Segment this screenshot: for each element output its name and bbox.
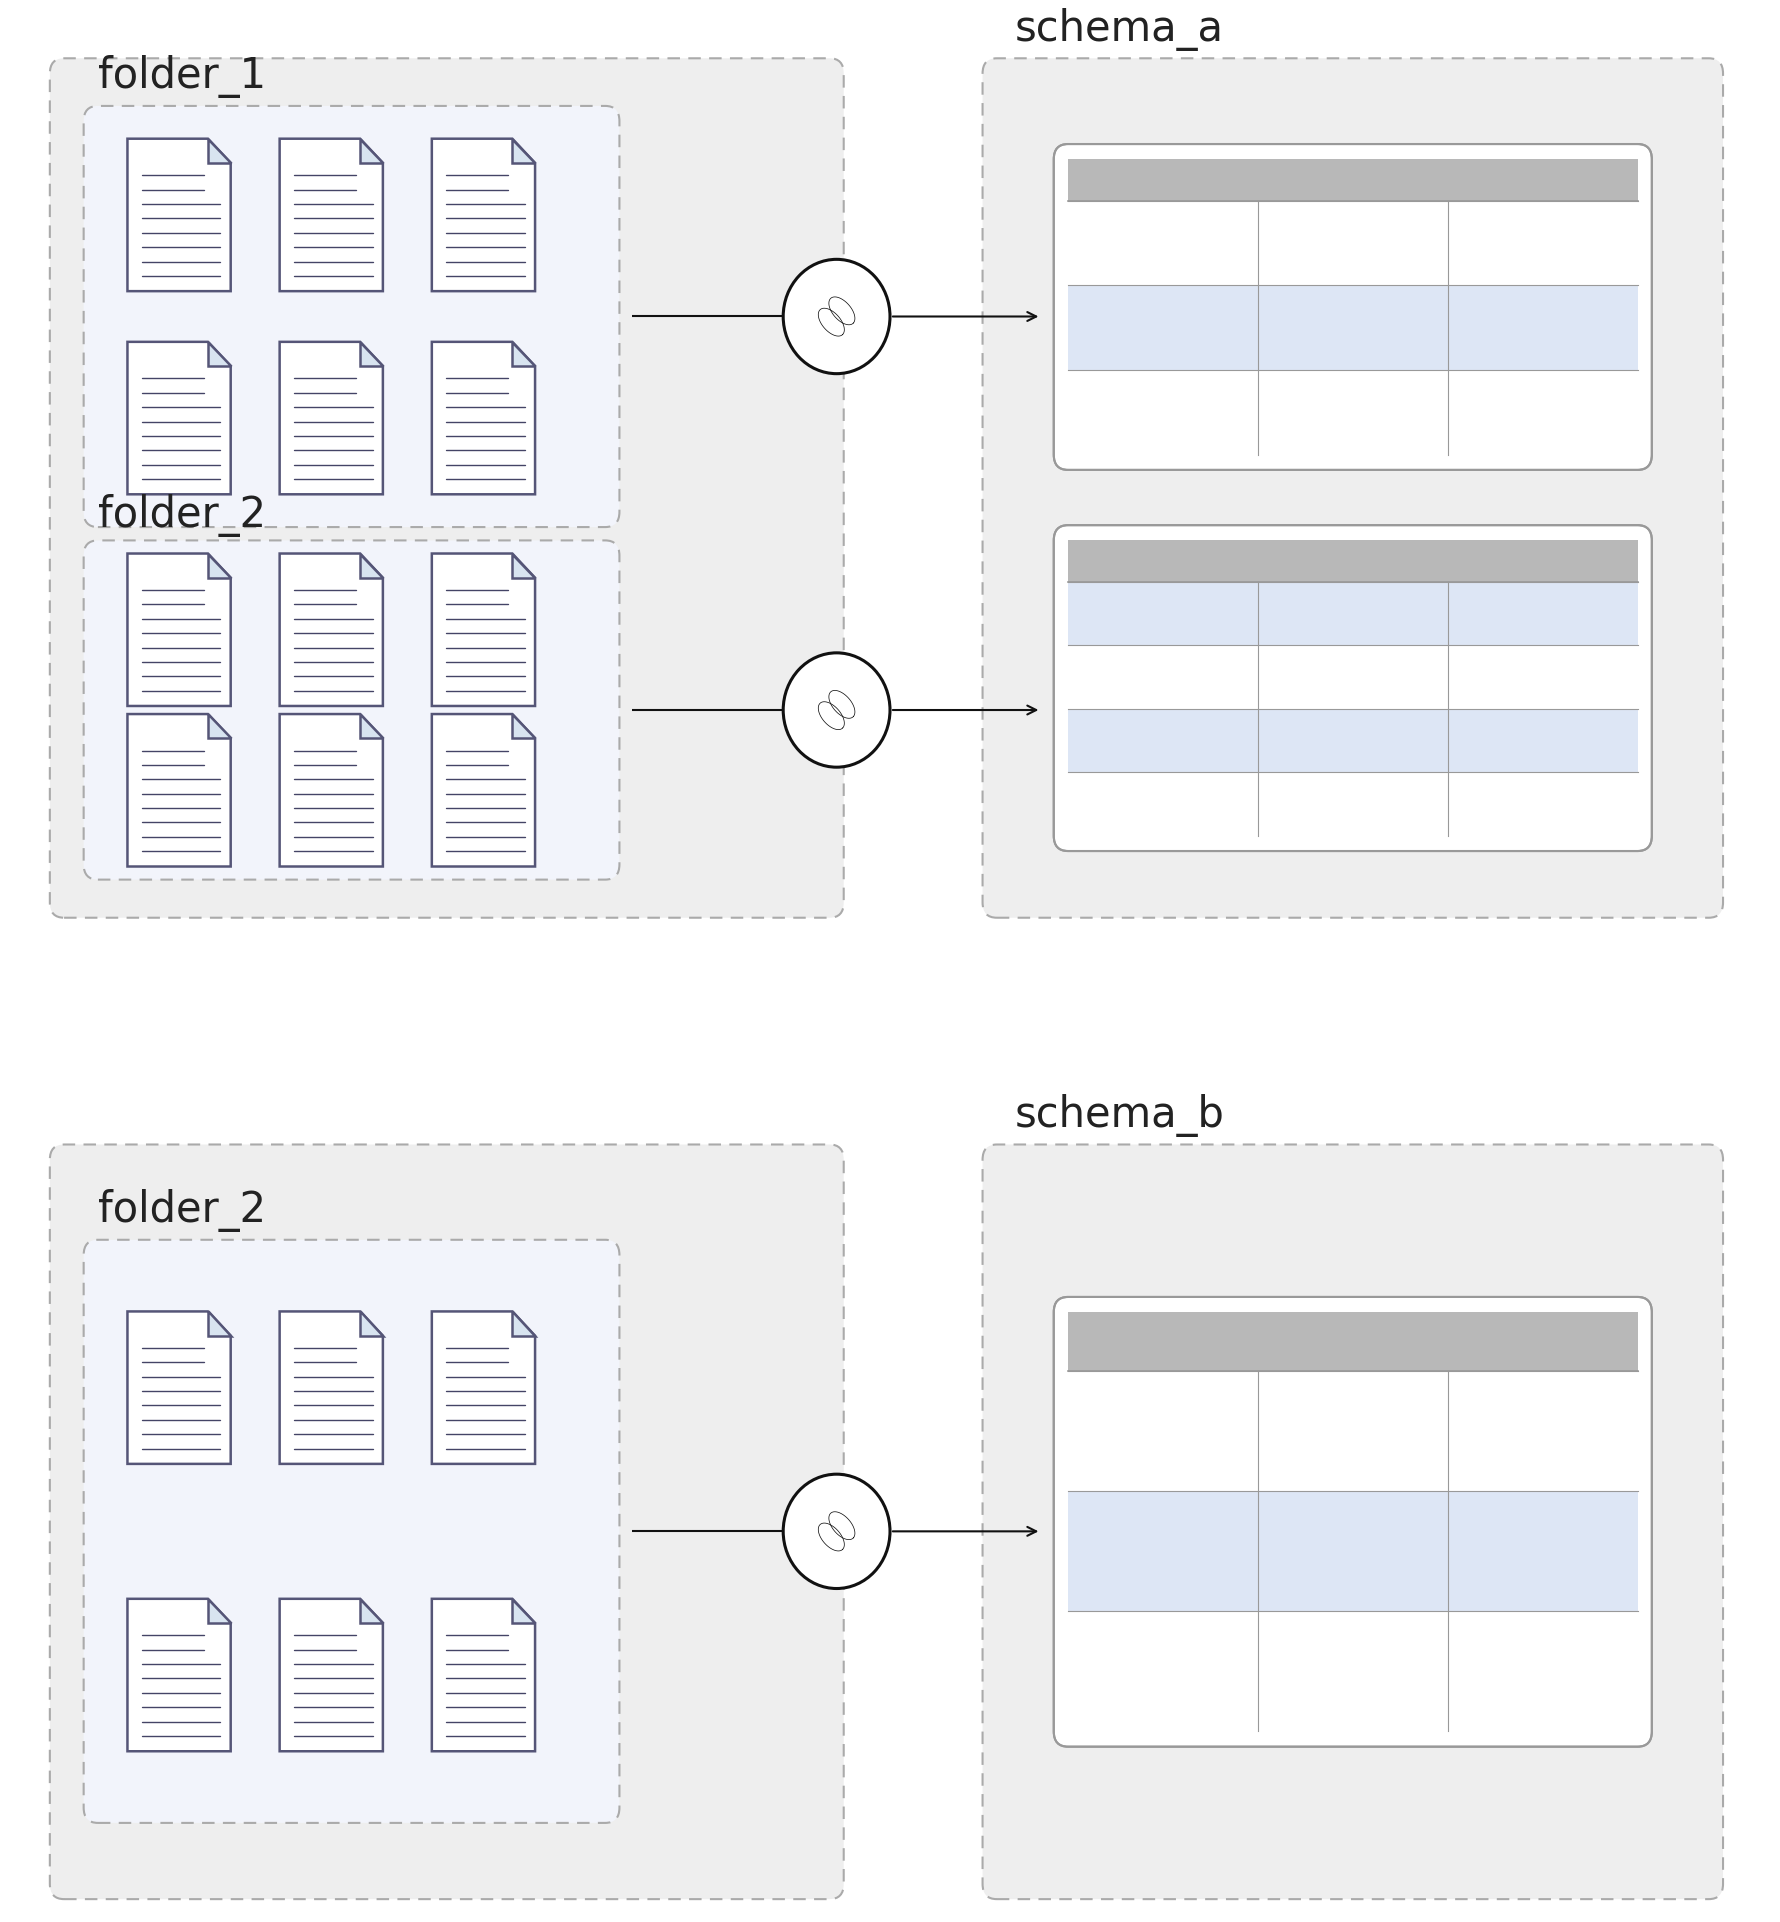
Polygon shape [208, 1599, 231, 1622]
FancyBboxPatch shape [1054, 144, 1652, 469]
Polygon shape [208, 342, 231, 367]
Bar [1068, 646, 1638, 709]
Polygon shape [360, 138, 383, 163]
Polygon shape [208, 138, 231, 163]
Polygon shape [360, 1599, 383, 1622]
Text: folder_2: folder_2 [98, 1190, 265, 1232]
Polygon shape [208, 715, 231, 738]
Bar [1068, 1611, 1638, 1732]
Polygon shape [360, 554, 383, 579]
FancyBboxPatch shape [84, 106, 619, 527]
FancyBboxPatch shape [84, 540, 619, 880]
FancyBboxPatch shape [50, 58, 844, 917]
FancyBboxPatch shape [983, 1144, 1723, 1899]
Circle shape [783, 653, 890, 767]
Text: folder_1: folder_1 [98, 56, 265, 98]
Polygon shape [360, 342, 383, 367]
Text: schema_b: schema_b [1015, 1094, 1225, 1138]
Bar [1068, 773, 1638, 836]
Polygon shape [513, 1599, 536, 1622]
FancyBboxPatch shape [50, 1144, 844, 1899]
Circle shape [783, 259, 890, 373]
Polygon shape [128, 1599, 231, 1751]
Polygon shape [433, 1311, 536, 1465]
Polygon shape [433, 715, 536, 867]
Text: folder_2: folder_2 [98, 494, 265, 536]
Circle shape [783, 1474, 890, 1588]
Polygon shape [513, 342, 536, 367]
Polygon shape [433, 342, 536, 494]
Bar [1068, 1313, 1638, 1370]
Polygon shape [513, 1311, 536, 1336]
Polygon shape [208, 554, 231, 579]
Bar [1068, 369, 1638, 456]
Bar [1068, 540, 1638, 582]
Polygon shape [128, 342, 231, 494]
Bar [1068, 284, 1638, 369]
Polygon shape [360, 715, 383, 738]
Polygon shape [128, 715, 231, 867]
Polygon shape [433, 138, 536, 290]
Polygon shape [279, 1599, 383, 1751]
FancyBboxPatch shape [1054, 1297, 1652, 1747]
Bar [1068, 1491, 1638, 1611]
Polygon shape [208, 1311, 231, 1336]
Text: schema_a: schema_a [1015, 8, 1223, 50]
Polygon shape [433, 1599, 536, 1751]
Polygon shape [128, 554, 231, 705]
Polygon shape [513, 715, 536, 738]
FancyBboxPatch shape [983, 58, 1723, 917]
Bar [1068, 582, 1638, 646]
Polygon shape [360, 1311, 383, 1336]
Polygon shape [433, 554, 536, 705]
FancyBboxPatch shape [84, 1240, 619, 1822]
Polygon shape [279, 342, 383, 494]
Bar [1068, 1370, 1638, 1491]
Bar [1068, 160, 1638, 200]
Polygon shape [513, 554, 536, 579]
Polygon shape [279, 715, 383, 867]
Polygon shape [128, 138, 231, 290]
Bar [1068, 709, 1638, 773]
FancyBboxPatch shape [1054, 525, 1652, 851]
Polygon shape [128, 1311, 231, 1465]
Polygon shape [279, 554, 383, 705]
Polygon shape [279, 138, 383, 290]
Polygon shape [513, 138, 536, 163]
Polygon shape [279, 1311, 383, 1465]
Bar [1068, 200, 1638, 284]
